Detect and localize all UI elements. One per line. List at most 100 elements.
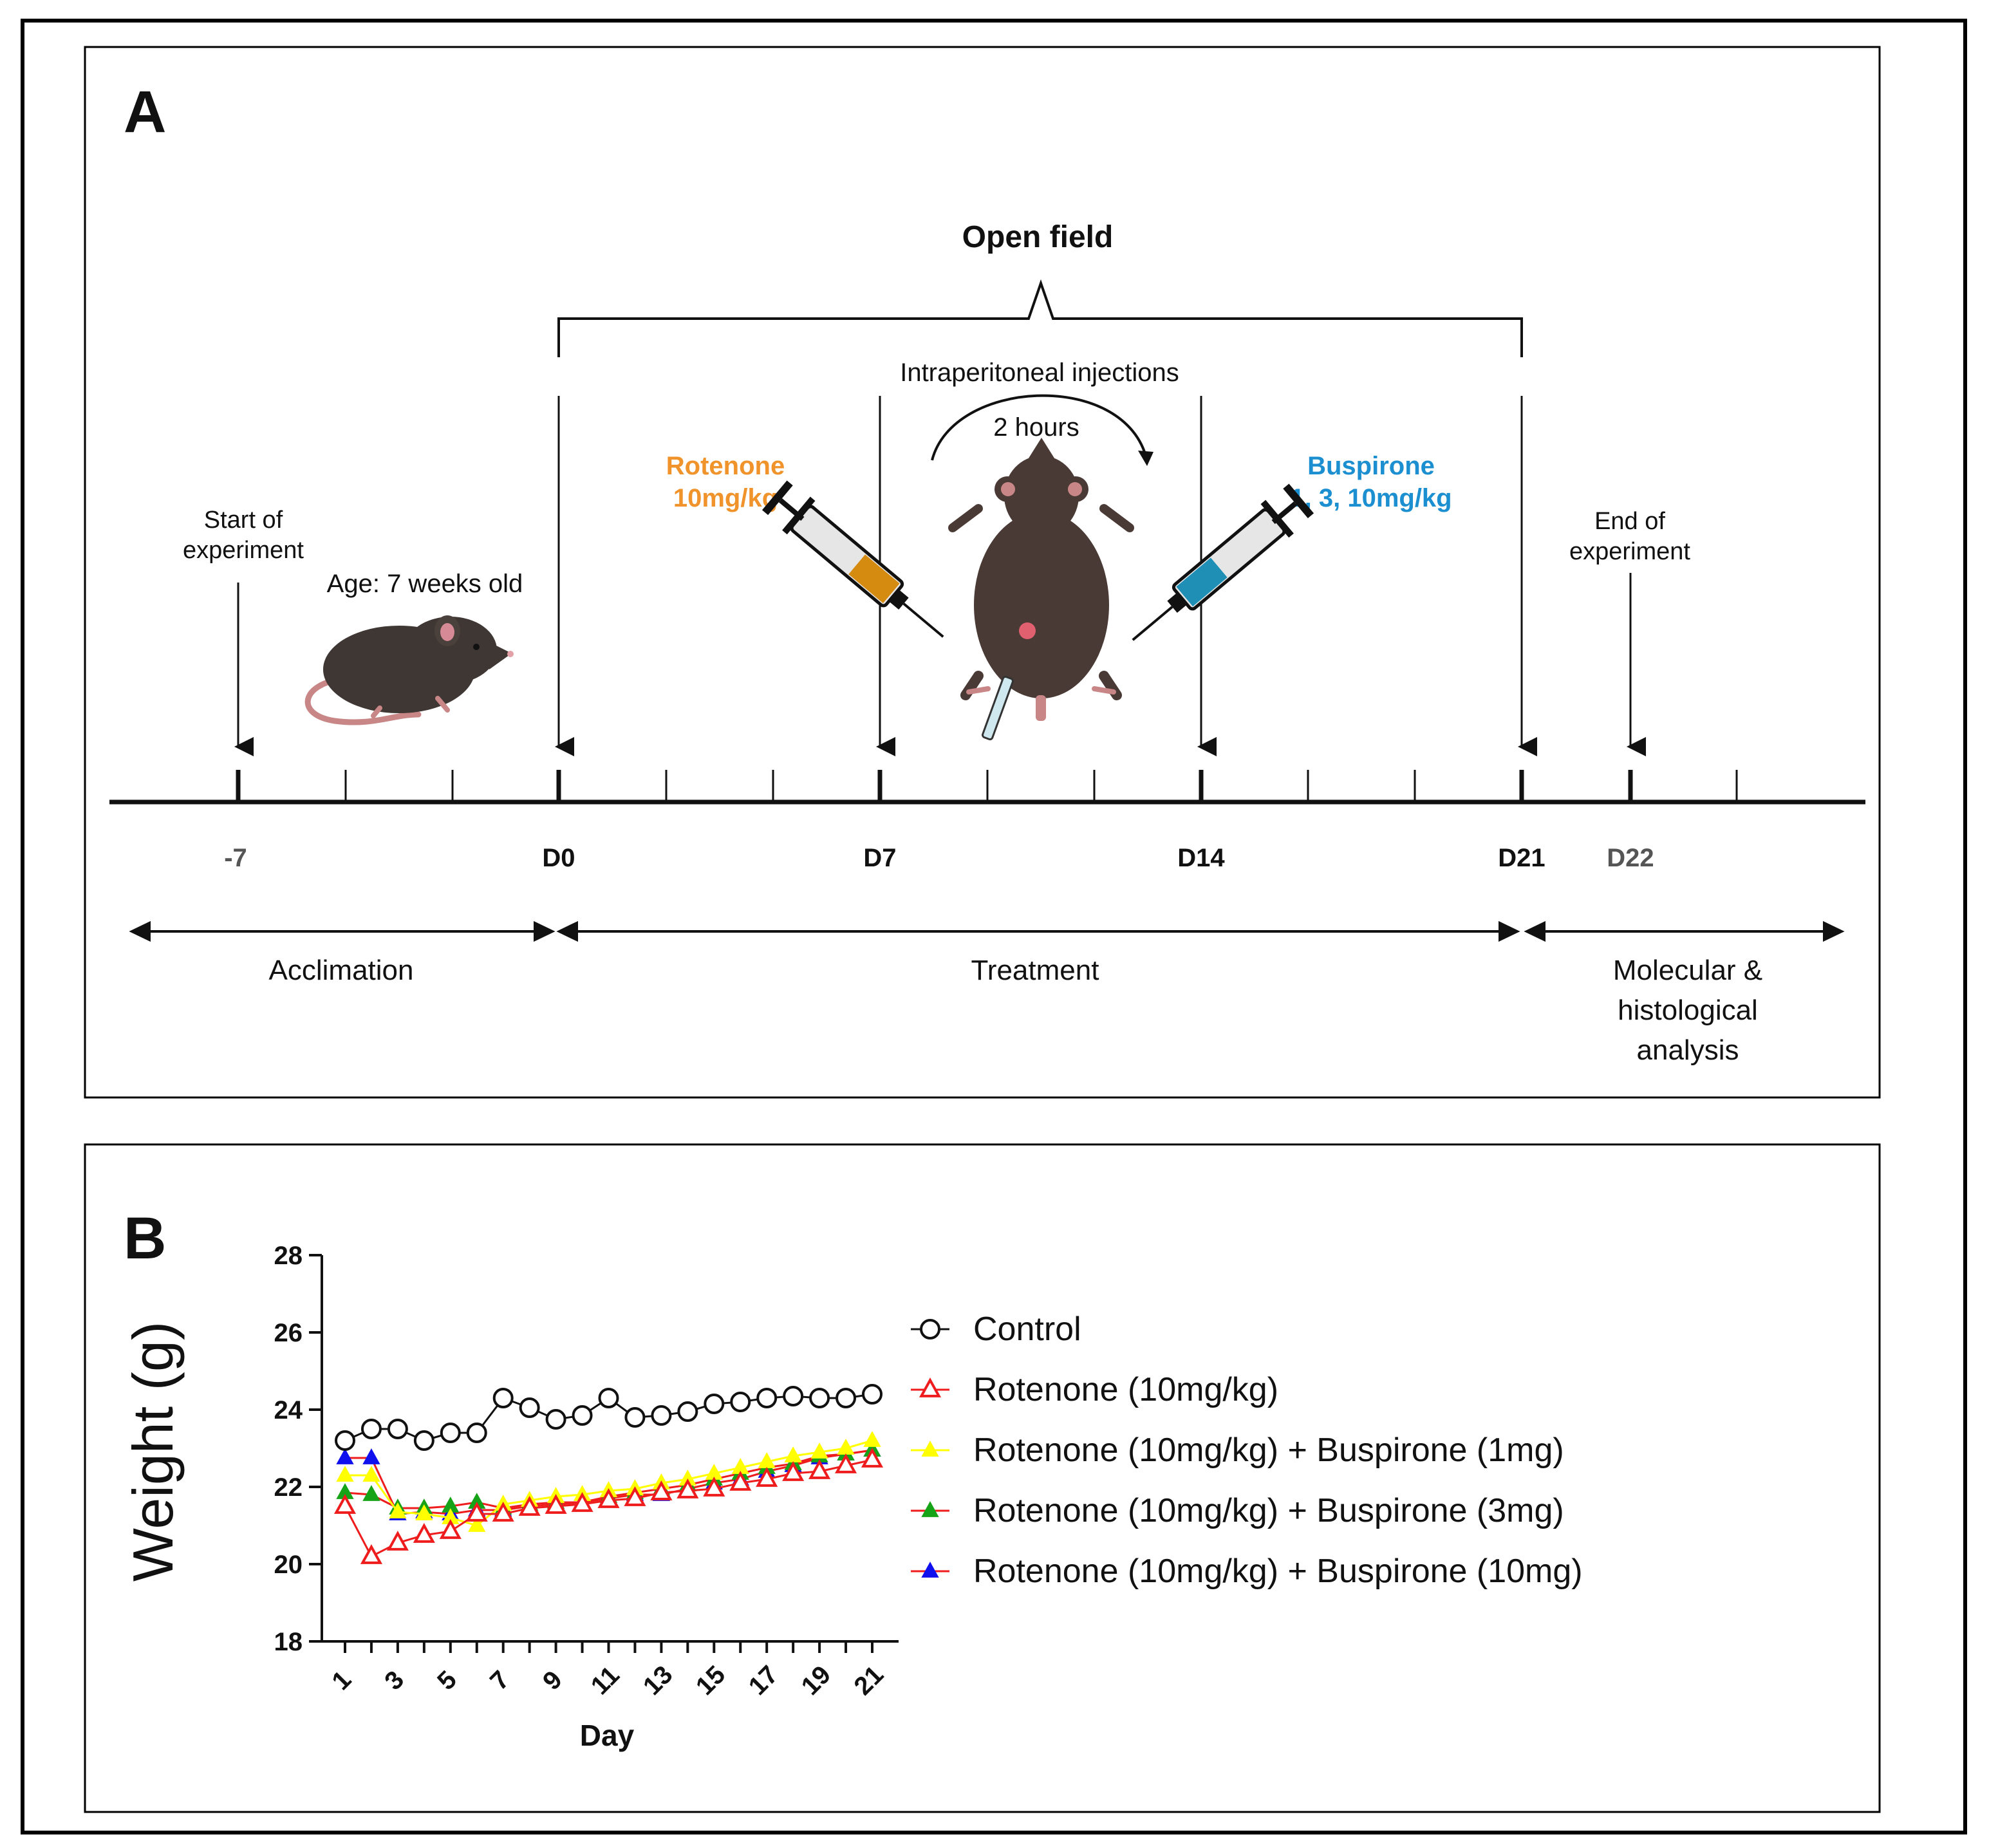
data-point <box>442 1508 460 1524</box>
end-label-line1: End of <box>1594 508 1665 535</box>
y-axis-title: Weight (g) <box>121 1321 185 1582</box>
outer-frame <box>21 19 1967 1834</box>
data-point <box>440 1423 461 1443</box>
panel-b-border <box>84 1143 1881 1813</box>
data-point <box>862 1384 882 1405</box>
data-point <box>809 1388 830 1408</box>
open-field-label: Open field <box>962 220 1114 254</box>
x-tick-label: 11 <box>586 1661 625 1700</box>
ip-injections-label: Intraperitoneal injections <box>900 359 1179 387</box>
data-point <box>333 1494 357 1514</box>
data-point <box>492 1388 514 1408</box>
data-point <box>572 1405 593 1426</box>
day-label-m7: -7 <box>224 844 247 872</box>
data-point <box>784 1446 802 1462</box>
data-point <box>678 1470 696 1486</box>
x-ticks: 1 3 5 7 9 11 13 15 17 19 21 <box>326 1641 889 1701</box>
data-point <box>808 1459 831 1479</box>
data-point <box>782 1461 805 1481</box>
data-point <box>810 1442 828 1459</box>
x-tick-label: 5 <box>432 1665 462 1695</box>
start-label-line2: experiment <box>183 537 304 564</box>
day-label-d0: D0 <box>542 844 575 872</box>
mouse-topview-illustration <box>948 438 1134 741</box>
panel-a-letter: A <box>124 79 166 145</box>
data-point <box>836 1388 857 1408</box>
data-point <box>571 1492 593 1512</box>
x-tick-label: 13 <box>638 1661 678 1701</box>
mouse-side-illustration <box>304 615 514 725</box>
rotenone-label: Rotenone <box>666 452 785 480</box>
phase-arrows <box>129 920 1845 942</box>
x-tick-label: 21 <box>849 1661 890 1701</box>
x-tick-label: 15 <box>691 1661 731 1701</box>
phase-analysis-line3: analysis <box>1637 1034 1739 1066</box>
day-label-d21: D21 <box>1498 844 1545 872</box>
data-point <box>921 1562 939 1578</box>
data-point <box>360 1419 382 1439</box>
x-tick-label: 3 <box>379 1665 409 1695</box>
data-point <box>677 1479 699 1498</box>
data-point <box>336 1483 354 1499</box>
data-point <box>387 1419 408 1439</box>
series-0 <box>335 1384 882 1451</box>
y-tick-label: 28 <box>274 1242 303 1270</box>
phase-acclimation-label: Acclimation <box>269 955 414 986</box>
data-point <box>677 1401 698 1422</box>
data-point <box>442 1497 460 1513</box>
phase-analysis-line1: Molecular & <box>1613 955 1762 986</box>
age-label: Age: 7 weeks old <box>327 570 523 598</box>
y-tick-label: 26 <box>274 1319 303 1347</box>
data-point <box>705 1464 723 1480</box>
data-point <box>651 1405 672 1426</box>
legend: Control Rotenone (10mg/kg) Rotenone (10mg/… <box>911 1311 1583 1590</box>
day-label-d14: D14 <box>1177 844 1225 872</box>
data-point <box>919 1377 942 1397</box>
plot-series <box>333 1384 884 1564</box>
data-point <box>756 1388 778 1408</box>
data-point <box>729 1471 752 1491</box>
x-tick-label: 1 <box>326 1665 357 1695</box>
two-hours-label: 2 hours <box>993 413 1079 442</box>
data-point <box>730 1392 751 1412</box>
data-point <box>758 1452 776 1468</box>
day-label-d22: D22 <box>1607 844 1654 872</box>
panel-a-border <box>84 46 1881 1099</box>
x-tick-label: 7 <box>485 1665 515 1695</box>
legend-label: Rotenone (10mg/kg) + Buspirone (1mg) <box>973 1432 1564 1469</box>
data-point <box>413 1523 435 1543</box>
x-tick-label: 9 <box>537 1665 568 1695</box>
data-point <box>783 1386 804 1406</box>
buspirone-syringe-icon <box>1132 483 1314 641</box>
data-point <box>468 1516 486 1532</box>
legend-label: Control <box>973 1311 1081 1348</box>
series-1 <box>333 1448 884 1564</box>
data-point <box>335 1430 355 1451</box>
legend-label: Rotenone (10mg/kg) + Buspirone (3mg) <box>973 1492 1564 1529</box>
rotenone-syringe-icon <box>761 480 944 638</box>
two-hours-arc <box>931 394 1147 461</box>
data-point <box>362 1466 380 1482</box>
y-tick-label: 24 <box>274 1396 303 1424</box>
data-point <box>466 1423 487 1443</box>
data-point <box>492 1502 514 1522</box>
x-tick-label: 19 <box>796 1661 837 1701</box>
buspirone-dose-label: 1, 3, 10mg/kg <box>1290 484 1452 512</box>
y-ticks: 18 20 22 24 26 28 <box>274 1242 322 1656</box>
data-point <box>360 1544 382 1564</box>
phase-treatment-label: Treatment <box>971 955 1099 986</box>
phase-analysis-line2: histological <box>1618 994 1758 1026</box>
data-point <box>835 1453 857 1473</box>
data-point <box>837 1439 855 1455</box>
data-point <box>465 1502 488 1522</box>
data-point <box>336 1448 354 1464</box>
x-axis-title: Day <box>580 1719 635 1752</box>
data-point <box>920 1319 940 1339</box>
data-point <box>731 1458 749 1474</box>
start-label-line1: Start of <box>204 507 283 534</box>
two-hours-arrowhead <box>1138 451 1153 466</box>
data-point <box>921 1441 939 1457</box>
data-point <box>518 1496 541 1516</box>
data-point <box>519 1397 540 1418</box>
